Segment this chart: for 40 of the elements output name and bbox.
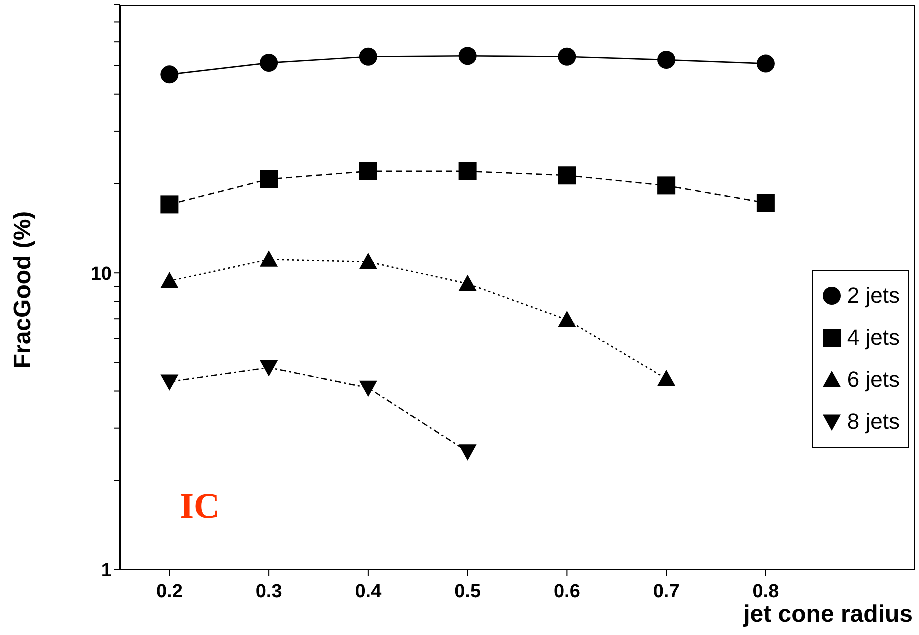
point <box>558 311 576 328</box>
point <box>458 444 477 461</box>
legend-label: 6 jets <box>847 367 900 393</box>
point <box>359 253 378 270</box>
x-tick-label: 0.8 <box>752 581 780 602</box>
point <box>658 176 676 195</box>
x-tick-label: 0.5 <box>454 581 482 602</box>
point <box>756 194 775 212</box>
point <box>458 47 477 66</box>
x-tick-label: 0.6 <box>554 581 580 602</box>
point <box>756 54 775 73</box>
x-tick-label: 0.2 <box>156 581 183 602</box>
legend-label: 2 jets <box>847 283 900 309</box>
y-tick-label: 1 <box>101 560 112 582</box>
point <box>359 48 378 66</box>
point <box>160 66 179 84</box>
point <box>658 370 676 386</box>
point <box>359 380 378 398</box>
x-tick-label: 0.4 <box>355 581 382 602</box>
point <box>458 274 477 292</box>
annotation: IC <box>180 485 220 527</box>
point <box>658 51 676 70</box>
point <box>558 166 576 185</box>
x-tick-label: 0.3 <box>256 581 282 602</box>
point <box>260 54 278 72</box>
point <box>359 162 378 180</box>
point <box>160 272 179 288</box>
legend-label: 8 jets <box>847 409 900 435</box>
x-axis-title: jet cone radius <box>744 601 913 629</box>
point <box>260 250 278 267</box>
point <box>558 48 576 66</box>
point <box>160 374 179 391</box>
legend-label: 4 jets <box>847 325 900 351</box>
point <box>260 170 278 188</box>
x-tick-label: 0.7 <box>653 581 680 602</box>
y-tick-label: 10 <box>90 264 112 285</box>
y-axis-title: FracGood (%) <box>10 211 38 369</box>
point <box>160 196 179 214</box>
point <box>260 360 278 377</box>
point <box>458 162 477 180</box>
